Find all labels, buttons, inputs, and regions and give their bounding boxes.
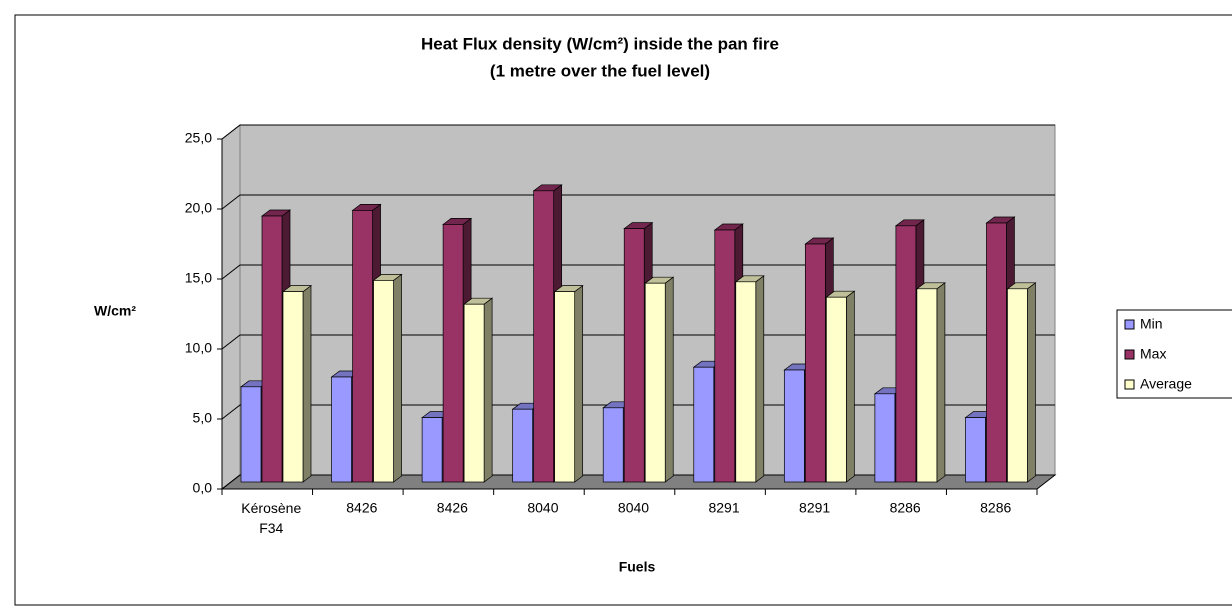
- bar: [644, 282, 666, 483]
- y-axis-label: W/cm²: [94, 303, 136, 319]
- grid-line: [221, 404, 1055, 420]
- bar: [261, 215, 283, 483]
- bar: [331, 376, 352, 483]
- bar: [916, 288, 938, 483]
- x-tick-label: 8286: [890, 500, 921, 516]
- bar-side: [845, 290, 855, 483]
- y-tick-label: 20,0: [185, 200, 212, 216]
- grid-line: [221, 194, 1055, 210]
- y-tick-label: 5,0: [193, 410, 213, 426]
- bar: [735, 281, 757, 483]
- bar: [533, 190, 555, 483]
- legend-label: Average: [1140, 376, 1192, 392]
- x-tick-label: 8426: [346, 500, 377, 516]
- bar: [965, 417, 986, 483]
- bar: [986, 222, 1007, 483]
- side-wall: [221, 123, 241, 491]
- y-tick-label: 15,0: [185, 270, 212, 286]
- bar-side: [574, 284, 584, 483]
- x-tick-label: 8291: [708, 500, 739, 516]
- chart-subtitle: (1 metre over the fuel level): [490, 61, 710, 80]
- legend-swatch: [1124, 349, 1135, 360]
- y-tick-label: 25,0: [185, 130, 212, 146]
- bar: [282, 291, 304, 483]
- bar: [714, 229, 736, 483]
- x-tick-label: 8040: [527, 500, 558, 516]
- grid-line: [221, 264, 1055, 280]
- bar: [554, 291, 576, 483]
- bar: [442, 224, 464, 483]
- grid-line: [221, 124, 1055, 140]
- x-tick-label: 8291: [799, 500, 830, 516]
- bar-side: [755, 275, 765, 483]
- bar: [1007, 288, 1028, 483]
- x-tick-label: Kérosène F34: [241, 500, 301, 536]
- bar: [373, 280, 394, 483]
- bar-side: [302, 284, 312, 483]
- bar-side: [936, 282, 946, 483]
- bar: [804, 243, 826, 483]
- chart-border: [14, 14, 1232, 606]
- legend-label: Max: [1140, 346, 1166, 362]
- bar: [352, 210, 373, 483]
- bar: [825, 296, 847, 483]
- legend-swatch: [1124, 379, 1135, 390]
- bar: [463, 303, 485, 483]
- x-tick-label: 8040: [618, 500, 649, 516]
- bar: [693, 366, 715, 483]
- legend-swatch: [1124, 319, 1135, 330]
- x-tick-label: 8286: [980, 500, 1011, 516]
- legend-box: [1116, 309, 1232, 399]
- bar: [895, 225, 917, 483]
- bar-side: [393, 273, 402, 483]
- bar: [783, 369, 805, 483]
- y-tick-label: 10,0: [185, 340, 212, 356]
- bar: [421, 417, 443, 483]
- chart-title: Heat Flux density (W/cm²) inside the pan…: [421, 34, 779, 53]
- x-tick-label: 8426: [437, 500, 468, 516]
- grid-line: [221, 474, 1055, 490]
- bar: [602, 407, 624, 483]
- bar-side: [483, 297, 493, 483]
- y-tick-label: 0,0: [193, 480, 213, 496]
- bar-side: [1027, 282, 1036, 483]
- bar: [623, 228, 645, 483]
- bar: [512, 408, 534, 483]
- grid-line: [221, 334, 1055, 350]
- legend-label: Min: [1140, 316, 1163, 332]
- bar-side: [664, 276, 674, 483]
- bar: [240, 386, 262, 483]
- x-axis-label: Fuels: [619, 559, 656, 575]
- bar: [874, 393, 896, 483]
